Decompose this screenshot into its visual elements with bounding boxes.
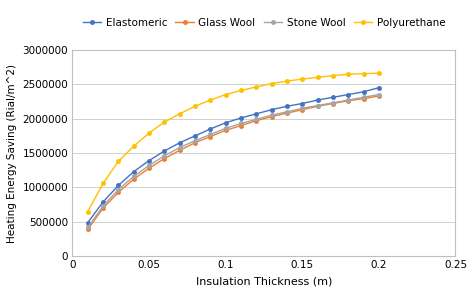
- Stone Wool: [238, 122, 244, 125]
- Line: Stone Wool: Stone Wool: [86, 93, 381, 229]
- Polyurethane: [146, 131, 152, 135]
- Stone Wool: [131, 175, 137, 178]
- Stone Wool: [177, 146, 182, 149]
- Legend: Elastomeric, Glass Wool, Stone Wool, Polyurethane: Elastomeric, Glass Wool, Stone Wool, Pol…: [79, 14, 449, 32]
- Stone Wool: [346, 98, 351, 102]
- Glass Wool: [208, 135, 213, 138]
- Stone Wool: [146, 164, 152, 167]
- Polyurethane: [192, 105, 198, 108]
- Elastomeric: [300, 102, 305, 105]
- Elastomeric: [223, 121, 228, 125]
- Polyurethane: [376, 71, 382, 75]
- Polyurethane: [85, 210, 91, 213]
- Elastomeric: [361, 90, 366, 93]
- Stone Wool: [162, 154, 167, 158]
- Glass Wool: [330, 102, 336, 105]
- Glass Wool: [315, 105, 320, 108]
- Elastomeric: [100, 200, 106, 204]
- Polyurethane: [162, 120, 167, 124]
- Glass Wool: [100, 206, 106, 210]
- Elastomeric: [330, 96, 336, 99]
- Stone Wool: [361, 96, 366, 99]
- Stone Wool: [315, 104, 320, 107]
- Polyurethane: [254, 85, 259, 89]
- Line: Glass Wool: Glass Wool: [86, 94, 381, 231]
- Elastomeric: [177, 141, 182, 144]
- Stone Wool: [208, 133, 213, 136]
- Glass Wool: [376, 94, 382, 98]
- Polyurethane: [330, 74, 336, 77]
- Stone Wool: [254, 117, 259, 121]
- Elastomeric: [284, 105, 290, 108]
- Polyurethane: [315, 76, 320, 79]
- Elastomeric: [238, 116, 244, 120]
- Elastomeric: [254, 112, 259, 116]
- Elastomeric: [269, 108, 274, 111]
- Stone Wool: [330, 101, 336, 105]
- Glass Wool: [238, 124, 244, 127]
- Glass Wool: [192, 141, 198, 144]
- Line: Elastomeric: Elastomeric: [86, 86, 381, 225]
- Stone Wool: [376, 93, 382, 96]
- Polyurethane: [361, 72, 366, 75]
- Glass Wool: [284, 111, 290, 115]
- Elastomeric: [346, 93, 351, 96]
- Y-axis label: Heating Energy Saving (Rial/m^2): Heating Energy Saving (Rial/m^2): [7, 64, 17, 243]
- Elastomeric: [192, 134, 198, 138]
- Polyurethane: [223, 93, 228, 96]
- Glass Wool: [254, 119, 259, 122]
- Stone Wool: [300, 107, 305, 110]
- Elastomeric: [85, 221, 91, 224]
- Polyurethane: [346, 72, 351, 76]
- Glass Wool: [146, 166, 152, 170]
- Polyurethane: [238, 89, 244, 92]
- Polyurethane: [300, 77, 305, 81]
- Polyurethane: [116, 160, 121, 163]
- Glass Wool: [269, 115, 274, 118]
- Glass Wool: [300, 108, 305, 111]
- Polyurethane: [208, 98, 213, 102]
- Elastomeric: [162, 149, 167, 153]
- Stone Wool: [192, 139, 198, 142]
- Elastomeric: [116, 184, 121, 187]
- Elastomeric: [315, 98, 320, 102]
- Glass Wool: [223, 129, 228, 132]
- Stone Wool: [85, 226, 91, 229]
- Elastomeric: [208, 127, 213, 131]
- Polyurethane: [269, 82, 274, 85]
- Polyurethane: [100, 182, 106, 185]
- Glass Wool: [346, 99, 351, 103]
- X-axis label: Insulation Thickness (m): Insulation Thickness (m): [196, 276, 332, 286]
- Glass Wool: [177, 149, 182, 152]
- Polyurethane: [177, 112, 182, 116]
- Stone Wool: [100, 204, 106, 208]
- Stone Wool: [284, 110, 290, 113]
- Stone Wool: [116, 188, 121, 191]
- Polyurethane: [131, 144, 137, 148]
- Line: Polyurethane: Polyurethane: [86, 71, 381, 214]
- Glass Wool: [85, 228, 91, 231]
- Elastomeric: [146, 159, 152, 162]
- Elastomeric: [131, 170, 137, 173]
- Polyurethane: [284, 79, 290, 83]
- Glass Wool: [131, 178, 137, 181]
- Glass Wool: [162, 157, 167, 160]
- Stone Wool: [223, 127, 228, 130]
- Glass Wool: [116, 190, 121, 194]
- Elastomeric: [376, 86, 382, 89]
- Stone Wool: [269, 113, 274, 117]
- Glass Wool: [361, 97, 366, 100]
